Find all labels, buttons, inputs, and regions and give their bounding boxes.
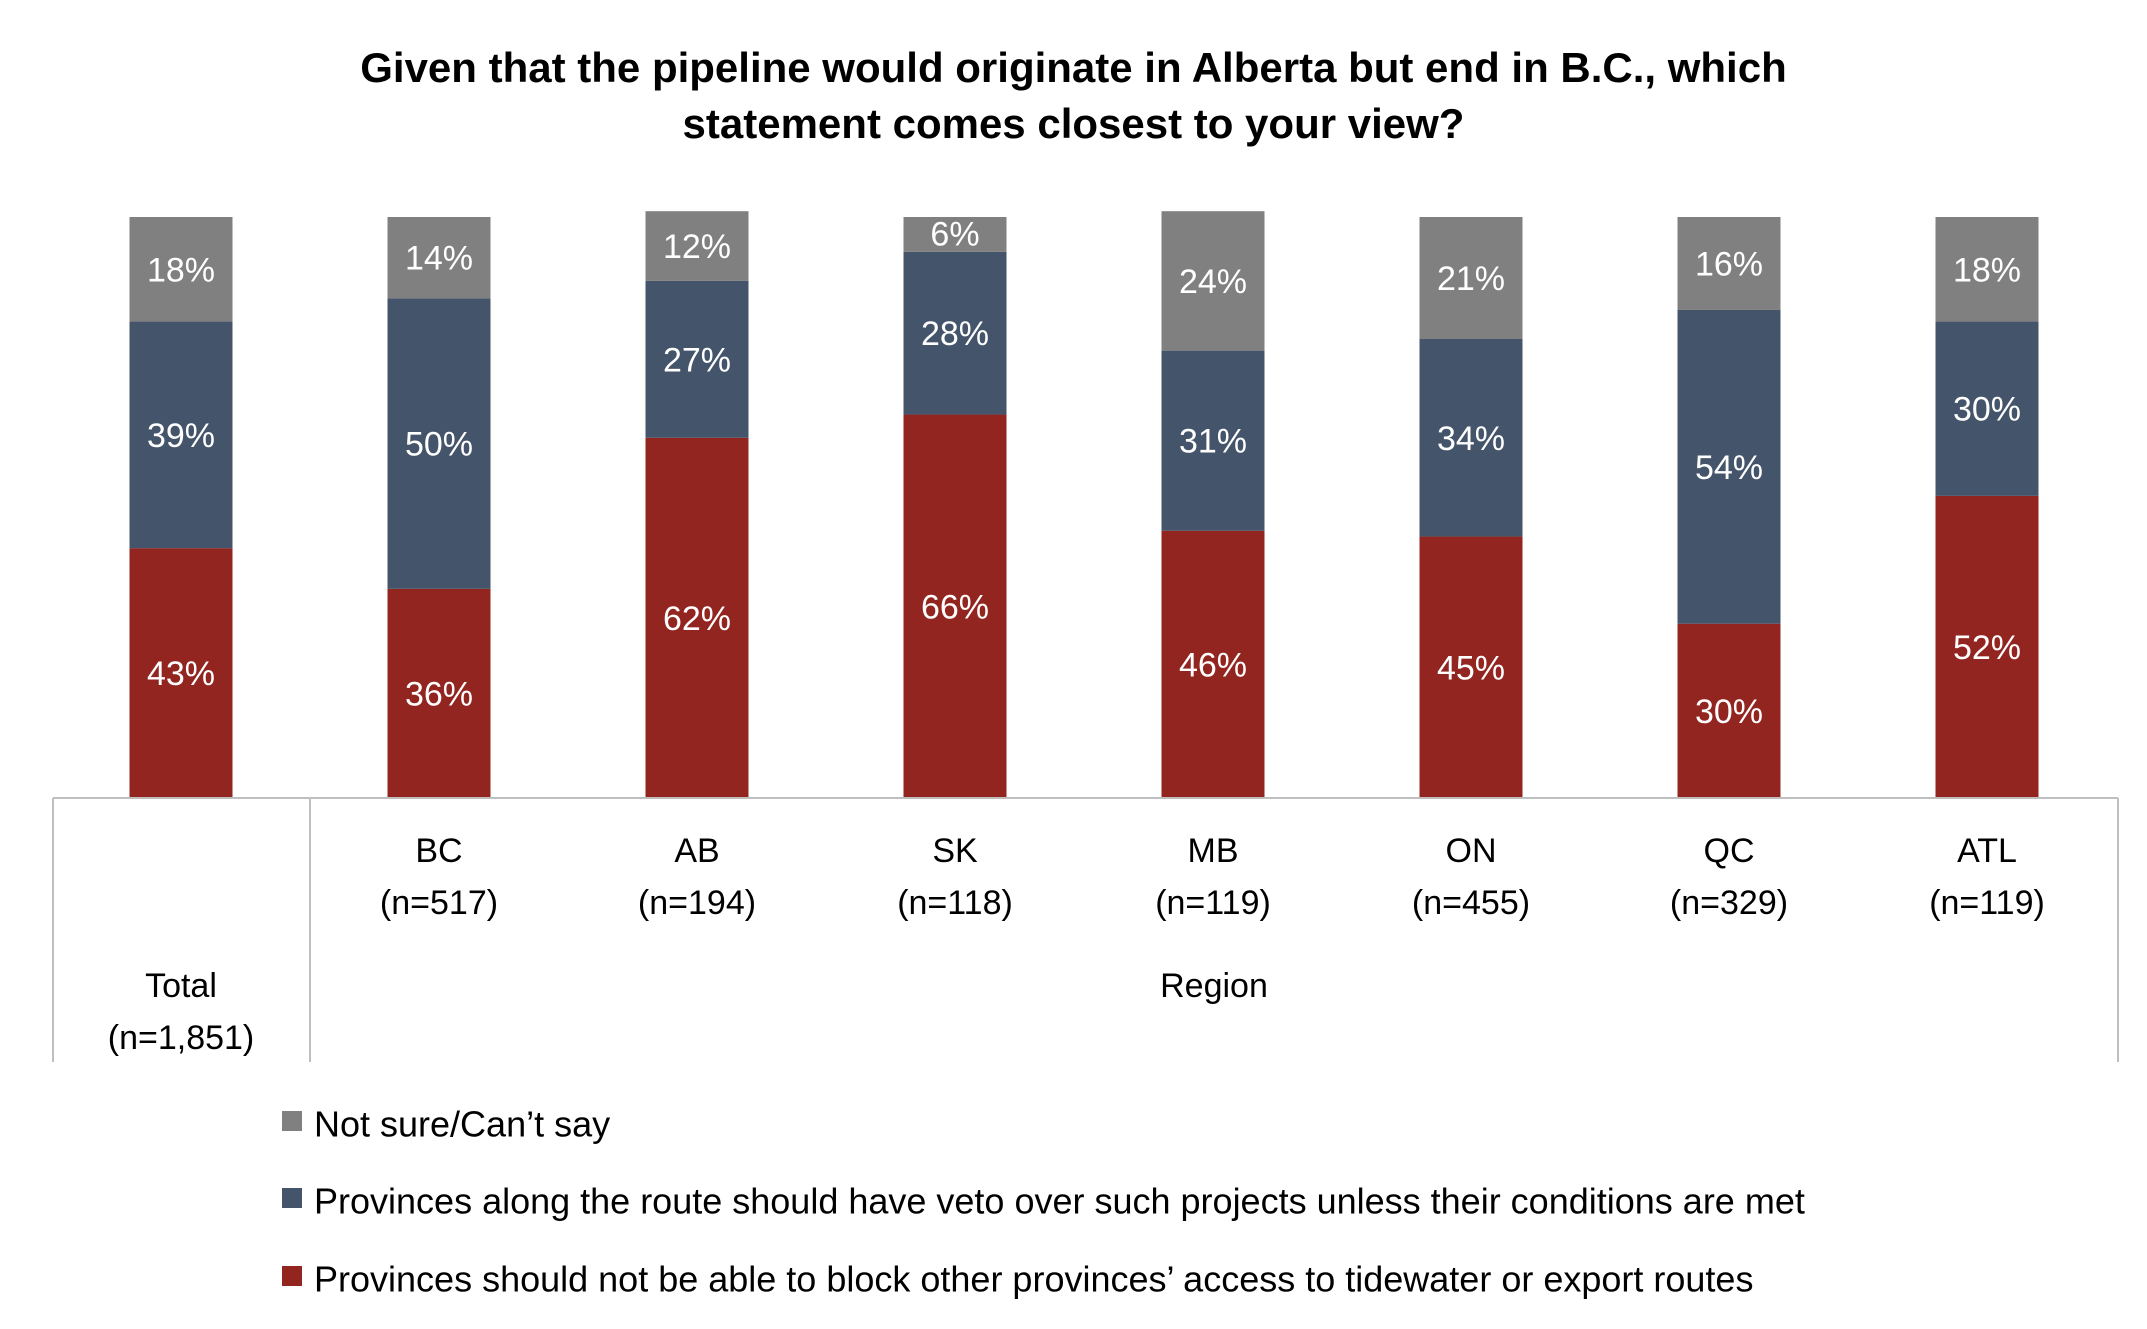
category-label-bc: BC [415,832,462,870]
bar-sk-series-1 [903,251,1007,415]
data-label-sk-series-0: 66% [921,588,989,626]
bars-layer: 43% 39% 18% 36% 50% 14% 62% 27% 12% 66% 28% 6% 46% 31… [129,211,2039,798]
data-label-mb-series-2: 24% [1179,263,1247,301]
legend-label-not-sure: Not sure/Can’t say [314,1103,611,1145]
bar-mb-series-2 [1161,211,1265,351]
group-label-region: Region [1160,967,1268,1005]
legend-swatch-not-sure [282,1111,302,1132]
data-label-atl-series-1: 30% [1953,391,2021,429]
data-label-qc-series-0: 30% [1695,693,1763,731]
category-sample-qc: (n=329) [1670,884,1788,922]
data-label-sk-series-2: 6% [930,215,979,253]
bar-qc-series-1 [1677,309,1781,624]
category-sample-on: (n=455) [1412,884,1530,922]
bar-total-series-1 [129,321,233,549]
category-label-sk: SK [932,832,978,870]
category-sample-total: (n=1,851) [108,1019,255,1057]
legend-item-veto: Provinces along the route should have ve… [282,1179,1805,1221]
bar-mb-series-0 [1161,530,1265,798]
bar-mb-series-1 [1161,350,1265,531]
legend-label-veto: Provinces along the route should have ve… [314,1180,1805,1222]
category-sample-mb: (n=119) [1155,884,1271,922]
bar-on-series-0 [1419,536,1523,798]
data-label-bc-series-1: 50% [405,426,473,464]
data-label-atl-series-0: 52% [1953,629,2021,667]
category-label-atl: ATL [1957,832,2017,870]
bar-qc-series-0 [1677,623,1781,798]
bar-sk-series-2 [903,217,1007,252]
category-label-qc: QC [1704,832,1755,870]
category-label-total: Total [145,967,217,1005]
category-axis: Total (n=1,851) BC (n=517) AB (n=194) SK (n=118… [52,797,2119,1062]
category-sample-ab: (n=194) [638,884,756,922]
data-label-ab-series-1: 27% [663,341,731,379]
legend-item-not-sure: Not sure/Can’t say [282,1102,610,1144]
data-label-ab-series-0: 62% [663,600,731,638]
category-sample-bc: (n=517) [380,884,498,922]
category-sample-atl: (n=119) [1929,884,2045,922]
data-label-on-series-1: 34% [1437,420,1505,458]
data-label-qc-series-1: 54% [1695,449,1763,487]
bar-ab-series-2 [645,211,749,281]
data-label-qc-series-2: 16% [1695,245,1763,283]
data-label-on-series-0: 45% [1437,649,1505,687]
data-label-total-series-0: 43% [147,655,215,693]
bar-on-series-1 [1419,339,1523,537]
bar-bc-series-0 [387,588,491,798]
legend-label-no-block: Provinces should not be able to block ot… [314,1258,1754,1300]
bar-atl-series-2 [1935,217,2039,322]
chart-title-line-2: statement comes closest to your view? [682,100,1465,147]
data-label-mb-series-1: 31% [1179,423,1247,461]
bar-bc-series-1 [387,298,491,589]
data-label-mb-series-0: 46% [1179,646,1247,684]
bar-bc-series-2 [387,217,491,299]
bar-ab-series-1 [645,280,749,438]
data-label-total-series-2: 18% [147,251,215,289]
category-label-on: ON [1446,832,1497,870]
bar-on-series-2 [1419,217,1523,340]
bar-sk-series-0 [903,414,1007,798]
data-label-sk-series-1: 28% [921,315,989,353]
data-label-bc-series-0: 36% [405,675,473,713]
chart-title: Given that the pipeline would originate … [0,40,2147,152]
category-sample-sk: (n=118) [897,884,1013,922]
data-label-on-series-2: 21% [1437,260,1505,298]
data-label-bc-series-2: 14% [405,240,473,278]
bar-atl-series-0 [1935,495,2039,798]
category-label-mb: MB [1188,832,1239,870]
chart-title-line-1: Given that the pipeline would originate … [360,44,1787,91]
bar-total-series-2 [129,217,233,322]
data-label-atl-series-2: 18% [1953,251,2021,289]
data-label-ab-series-2: 12% [663,228,731,266]
bar-ab-series-0 [645,437,749,798]
bar-total-series-0 [129,548,233,798]
legend-item-no-block: Provinces should not be able to block ot… [282,1257,1753,1299]
bar-qc-series-2 [1677,217,1781,310]
legend-swatch-veto [282,1188,302,1209]
legend-swatch-no-block [282,1266,302,1287]
category-label-ab: AB [674,832,719,870]
data-label-total-series-1: 39% [147,417,215,455]
stacked-bar-chart: 43% 39% 18% 36% 50% 14% 62% 27% 12% 66% 28% 6% 46% 31… [52,211,2119,1062]
bar-atl-series-1 [1935,321,2039,496]
